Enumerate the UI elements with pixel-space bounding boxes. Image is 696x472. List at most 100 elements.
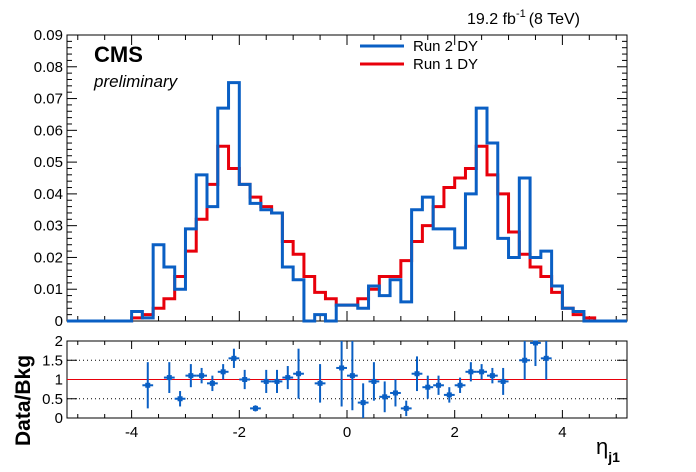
ratio-point-marker (543, 355, 549, 361)
y-tick-label: 0.01 (34, 281, 63, 298)
x-tick-label: 4 (558, 424, 566, 441)
ratio-point (196, 367, 207, 384)
ratio-point-marker (489, 373, 495, 379)
ratio-point (347, 341, 358, 411)
ratio-point-marker (231, 355, 237, 361)
ratio-point-marker (263, 378, 269, 384)
ratio-point (250, 405, 261, 412)
ratio-y-tick-label: 1.5 (42, 352, 63, 369)
lumi-value: 19.2 fb (467, 11, 516, 28)
ratio-point-marker (371, 378, 377, 384)
ratio-point (217, 364, 229, 380)
status-label: preliminary (93, 72, 179, 91)
ratio-point (454, 377, 466, 393)
ratio-point-marker (392, 390, 398, 396)
y-tick-label: 0.02 (34, 249, 63, 266)
ratio-point-marker (339, 365, 345, 371)
legend: Run 2 DY Run 1 DY (360, 38, 478, 73)
ratio-point (368, 362, 380, 401)
ratio-point-marker (252, 405, 258, 411)
legend-label-run2: Run 2 DY (413, 38, 478, 55)
ratio-point-marker (199, 373, 205, 379)
ratio-point-marker (145, 382, 151, 388)
ratio-point (443, 387, 455, 403)
y-tick-label: 0 (55, 313, 63, 330)
ratio-point (379, 381, 391, 413)
ratio-point-marker (532, 340, 538, 346)
ratio-point (260, 369, 272, 393)
ratio-point-marker (360, 400, 366, 406)
ratio-y-tick-label: 0 (55, 410, 63, 427)
x-tick-label: -2 (233, 424, 246, 441)
x-axis-label: ηj1 (596, 434, 620, 465)
upper-axis-ticks: 0 0.01 0.02 0.03 0.04 0.05 0.06 0.07 0.08 0.09 (34, 27, 627, 330)
ratio-point (293, 348, 304, 399)
ratio-point-marker (188, 373, 194, 379)
ratio-point (282, 366, 294, 390)
ratio-point (174, 391, 186, 407)
ratio-y-axis-label: Data/Bkg (12, 355, 35, 446)
ratio-point (530, 340, 541, 367)
ratio-point-marker (403, 405, 409, 411)
ratio-point-marker (414, 371, 420, 377)
x-tick-label: 0 (343, 424, 351, 441)
luminosity-label: 19.2 fb-1 (8 TeV) (467, 8, 580, 28)
ratio-point (422, 375, 434, 399)
ratio-guide-lines (67, 359, 627, 400)
y-tick-label: 0.03 (34, 218, 63, 235)
y-tick-label: 0.04 (34, 186, 63, 203)
ratio-axis-ticks: 0 0.5 1 1.5 2 -4 -2 0 2 4 (42, 333, 627, 441)
ratio-point (476, 364, 487, 380)
x-tick-label: -4 (125, 424, 138, 441)
x-axis-subscript: j1 (607, 449, 620, 465)
ratio-point-marker (285, 375, 291, 381)
ratio-point (336, 341, 347, 407)
y-tick-label: 0.09 (34, 27, 63, 44)
ratio-point-marker (436, 382, 442, 388)
y-tick-label: 0.06 (34, 122, 63, 139)
ratio-point-marker (522, 357, 528, 363)
ratio-point (239, 369, 251, 390)
ratio-point-marker (274, 378, 280, 384)
x-axis-symbol: η (596, 434, 608, 459)
y-tick-label: 0.05 (34, 154, 63, 171)
ratio-point (228, 348, 240, 368)
ratio-point (390, 379, 401, 407)
ratio-point (207, 375, 218, 392)
lumi-energy: (8 TeV) (529, 11, 580, 28)
ratio-points (142, 340, 552, 418)
ratio-point (540, 341, 552, 380)
ratio-point (497, 367, 509, 395)
legend-label-run1: Run 1 DY (413, 56, 478, 73)
y-tick-label: 0.08 (34, 59, 63, 76)
ratio-point-marker (468, 369, 474, 375)
ratio-point-marker (479, 369, 485, 375)
ratio-point (357, 383, 369, 418)
ratio-point (163, 362, 175, 393)
lumi-exponent: -1 (516, 8, 526, 20)
ratio-y-tick-label: 1 (55, 372, 63, 389)
ratio-y-tick-label: 0.5 (42, 391, 63, 408)
ratio-point-marker (317, 380, 323, 386)
ratio-point-marker (446, 392, 452, 398)
ratio-point-marker (457, 382, 463, 388)
ratio-point (314, 364, 326, 403)
ratio-point (411, 356, 423, 392)
ratio-point-marker (382, 394, 388, 400)
run1-histogram-line (67, 144, 627, 323)
ratio-point-marker (209, 380, 215, 386)
run2-histogram-line (67, 81, 627, 323)
ratio-point (142, 362, 154, 409)
ratio-point-marker (296, 371, 302, 377)
ratio-y-tick-label: 2 (55, 333, 63, 350)
ratio-point (487, 367, 498, 384)
y-tick-label: 0.07 (34, 91, 63, 108)
experiment-label: CMS (94, 42, 143, 67)
ratio-point-marker (349, 373, 355, 379)
ratio-point (271, 369, 283, 393)
ratio-point-marker (500, 378, 506, 384)
ratio-point-marker (220, 369, 226, 375)
ratio-point-marker (425, 384, 431, 390)
